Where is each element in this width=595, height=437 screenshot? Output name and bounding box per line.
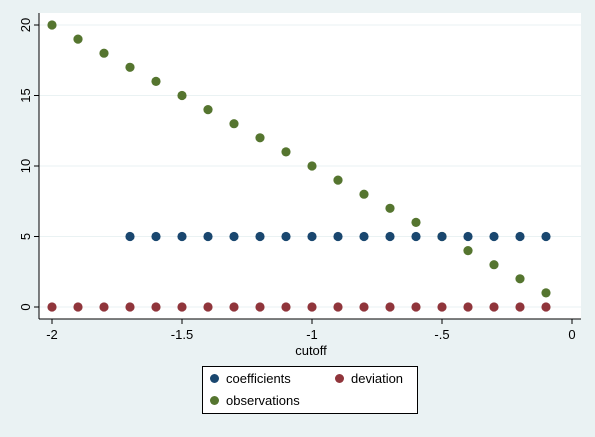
- coefficients-point-16: [541, 231, 551, 242]
- coefficients-point-11: [411, 231, 421, 242]
- coefficients-point-5: [255, 231, 265, 242]
- legend-label-coefficients: coefficients: [226, 371, 291, 386]
- deviation-point-1: [73, 302, 83, 312]
- deviation-point-0: [47, 302, 57, 312]
- coefficients-point-2: [177, 231, 187, 242]
- observations-point-18: [515, 274, 525, 284]
- deviation-point-14: [411, 302, 421, 312]
- observations-point-8: [255, 133, 265, 143]
- observations-point-4: [151, 76, 161, 86]
- x-tick-label-1: -1.5: [171, 327, 193, 342]
- observations-point-13: [385, 203, 395, 213]
- deviation-point-11: [333, 302, 343, 312]
- deviation-point-8: [255, 302, 265, 312]
- x-tick-label-3: -.5: [434, 327, 449, 342]
- observations-point-2: [99, 48, 109, 58]
- observations-point-14: [411, 217, 421, 227]
- observations-point-12: [359, 189, 369, 199]
- deviation-point-16: [463, 302, 473, 312]
- coefficients-point-1: [151, 231, 161, 242]
- legend-item-deviation: deviation: [335, 371, 403, 386]
- x-tick-label-4: 0: [568, 327, 575, 342]
- deviation-point-4: [151, 302, 161, 312]
- coefficients-marker-icon: [210, 374, 219, 383]
- coefficients-point-13: [463, 231, 473, 242]
- coefficients-point-8: [333, 231, 343, 242]
- deviation-point-2: [99, 302, 109, 312]
- legend-item-observations: observations: [210, 393, 300, 408]
- legend-label-observations: observations: [226, 393, 300, 408]
- observations-point-6: [203, 105, 213, 115]
- deviation-point-9: [281, 302, 291, 312]
- observations-point-3: [125, 62, 135, 72]
- observations-point-19: [541, 288, 551, 298]
- legend-label-deviation: deviation: [351, 371, 404, 386]
- deviation-point-15: [437, 302, 447, 312]
- deviation-point-12: [359, 302, 369, 312]
- deviation-point-17: [489, 302, 499, 312]
- deviation-point-6: [203, 302, 213, 312]
- legend: coefficients deviation observations: [202, 366, 418, 414]
- y-tick-label-2: 10: [18, 159, 33, 173]
- coefficients-point-0: [125, 231, 135, 242]
- deviation-point-18: [515, 302, 525, 312]
- x-axis-ticks: -2 -1.5 -1 -.5 0: [46, 319, 576, 342]
- observations-point-11: [333, 175, 343, 185]
- observations-point-5: [177, 90, 187, 101]
- x-tick-label-0: -2: [46, 327, 58, 342]
- coefficients-point-15: [515, 231, 525, 242]
- legend-item-coefficients: coefficients: [210, 371, 291, 386]
- deviation-point-13: [385, 302, 395, 312]
- observations-marker-icon: [210, 396, 219, 405]
- data-markers: [47, 20, 551, 312]
- coefficients-point-14: [489, 231, 499, 242]
- coefficients-point-6: [281, 231, 291, 242]
- observations-point-0: [47, 20, 57, 30]
- y-axis-ticks: 0 5 10 15 20: [18, 18, 39, 311]
- coefficients-point-9: [359, 231, 369, 242]
- deviation-point-10: [307, 302, 317, 312]
- observations-point-1: [73, 34, 83, 44]
- coefficients-point-7: [307, 231, 317, 242]
- x-tick-label-2: -1: [306, 327, 318, 342]
- deviation-point-19: [541, 302, 551, 312]
- x-axis-title: cutoff: [295, 343, 327, 358]
- deviation-point-7: [229, 302, 239, 312]
- y-tick-label-0: 0: [18, 303, 33, 310]
- observations-point-17: [489, 260, 499, 270]
- coefficients-point-10: [385, 231, 395, 242]
- observations-point-16: [463, 246, 473, 256]
- observations-point-10: [307, 161, 317, 171]
- coefficients-point-12: [437, 231, 447, 242]
- y-tick-label-1: 5: [18, 233, 33, 240]
- observations-point-7: [229, 119, 239, 129]
- y-tick-label-3: 15: [18, 88, 33, 102]
- deviation-point-3: [125, 302, 135, 312]
- observations-point-9: [281, 147, 291, 157]
- coefficients-point-3: [203, 231, 213, 242]
- deviation-marker-icon: [335, 374, 344, 383]
- deviation-point-5: [177, 302, 187, 312]
- y-tick-label-4: 20: [18, 18, 33, 32]
- coefficients-point-4: [229, 231, 239, 242]
